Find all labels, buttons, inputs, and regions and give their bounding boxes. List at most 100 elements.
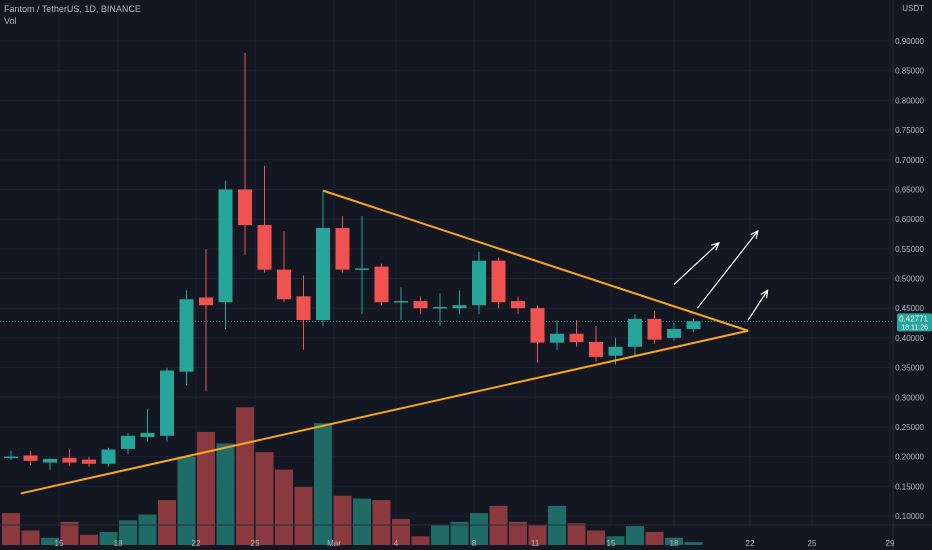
candle-body[interactable]	[530, 308, 545, 343]
volume-bar	[158, 500, 176, 545]
volume-bar	[587, 530, 605, 545]
candle-body[interactable]	[101, 449, 116, 464]
y-tick-label: 0.40000	[895, 334, 924, 343]
candle-body[interactable]	[511, 301, 525, 309]
candle-body[interactable]	[43, 459, 57, 463]
bar-countdown: 18:11:26	[901, 324, 928, 331]
x-tick-label: 8	[472, 539, 477, 548]
y-tick-label: 0.35000	[895, 364, 924, 373]
volume-bar	[99, 531, 118, 545]
candle-body[interactable]	[238, 189, 252, 226]
x-tick-label: 22	[192, 539, 201, 548]
volume-bar	[41, 537, 59, 545]
candle-body[interactable]	[472, 260, 486, 306]
candle-body[interactable]	[628, 318, 642, 347]
volume-bar	[333, 495, 352, 545]
y-tick-label: 0.55000	[895, 245, 924, 254]
volume-bar	[626, 526, 644, 545]
candle-body[interactable]	[140, 432, 155, 438]
y-tick-label: 0.80000	[895, 96, 924, 105]
y-tick-label: 0.75000	[895, 126, 924, 135]
volume-bar	[528, 524, 547, 545]
currency-label: USDT	[902, 4, 924, 13]
volume-bar	[294, 487, 313, 545]
y-tick-label: 0.70000	[895, 156, 924, 165]
volume-bar	[236, 407, 254, 545]
trendline-lower[interactable]	[20, 329, 749, 495]
x-tick-label: 4	[394, 539, 399, 548]
candle-body[interactable]	[316, 228, 330, 321]
volume-bar	[80, 534, 98, 545]
y-tick-label: 0.15000	[895, 482, 924, 491]
volume-bar	[353, 498, 371, 545]
x-tick-label: 15	[55, 539, 64, 548]
candle-body[interactable]	[550, 333, 564, 343]
x-tick-label: Mar	[327, 539, 341, 548]
y-tick-label: 0.50000	[895, 275, 924, 284]
candle-body[interactable]	[199, 297, 213, 306]
y-tick-label: 0.25000	[895, 423, 924, 432]
candle-body[interactable]	[160, 370, 174, 436]
volume-bar	[138, 514, 157, 545]
candle-body[interactable]	[257, 225, 272, 270]
candle-body[interactable]	[433, 307, 447, 309]
y-tick-label: 0.10000	[895, 512, 924, 521]
volume-bar	[411, 536, 430, 545]
candle-body[interactable]	[374, 266, 389, 303]
volume-bar	[372, 500, 391, 545]
candle-body[interactable]	[413, 301, 428, 309]
arrow-head	[750, 229, 759, 239]
volume-bar	[216, 443, 235, 545]
candle-body[interactable]	[4, 456, 18, 459]
candle-body[interactable]	[23, 455, 38, 461]
y-tick-label: 0.60000	[895, 215, 924, 224]
arrow-line[interactable]	[747, 290, 769, 321]
arrow-head	[760, 289, 769, 299]
volume-bar	[2, 513, 20, 545]
volume-bar	[567, 523, 586, 545]
candle-body[interactable]	[589, 342, 603, 357]
candle-body[interactable]	[569, 333, 584, 343]
arrow-line[interactable]	[673, 242, 720, 285]
volume-bar	[645, 531, 664, 545]
arrow-line[interactable]	[696, 230, 759, 309]
candle-body[interactable]	[491, 260, 506, 303]
candle-body[interactable]	[218, 189, 233, 303]
volume-bar	[255, 452, 274, 545]
candle-body[interactable]	[647, 318, 662, 340]
volume-bar	[431, 524, 449, 545]
candle-body[interactable]	[608, 346, 623, 356]
y-tick-label: 0.20000	[895, 453, 924, 462]
candle-body[interactable]	[62, 457, 77, 463]
y-tick-label: 0.65000	[895, 185, 924, 194]
candle-body[interactable]	[277, 269, 291, 300]
candle-body[interactable]	[82, 459, 96, 464]
last-price-badge	[897, 313, 932, 332]
volume-bar	[275, 469, 293, 545]
candle-body[interactable]	[686, 321, 701, 329]
volume-bar	[60, 521, 79, 545]
arrow-head	[711, 241, 720, 251]
candle-body[interactable]	[335, 228, 350, 270]
volume-bar	[177, 456, 196, 545]
x-tick-label: 15	[607, 539, 616, 548]
volume-bar	[665, 537, 683, 545]
volume-bar	[314, 423, 332, 545]
symbol-title[interactable]: Fantom / TetherUS, 1D, BINANCE	[4, 4, 141, 14]
trendline-upper[interactable]	[322, 189, 749, 332]
x-tick-label: 25	[808, 539, 817, 548]
candle-body[interactable]	[355, 268, 369, 270]
volume-bar	[119, 520, 137, 545]
x-tick-label: 18	[670, 539, 679, 548]
volume-indicator-label[interactable]: Vol	[4, 16, 17, 26]
candle-body[interactable]	[667, 328, 681, 338]
candle-body[interactable]	[452, 305, 467, 309]
volume-bar	[509, 521, 527, 545]
candle-body[interactable]	[121, 435, 135, 449]
candle-body[interactable]	[394, 301, 408, 303]
candle-body[interactable]	[179, 299, 194, 372]
y-tick-label: 0.90000	[895, 37, 924, 46]
candle-body[interactable]	[296, 296, 311, 321]
